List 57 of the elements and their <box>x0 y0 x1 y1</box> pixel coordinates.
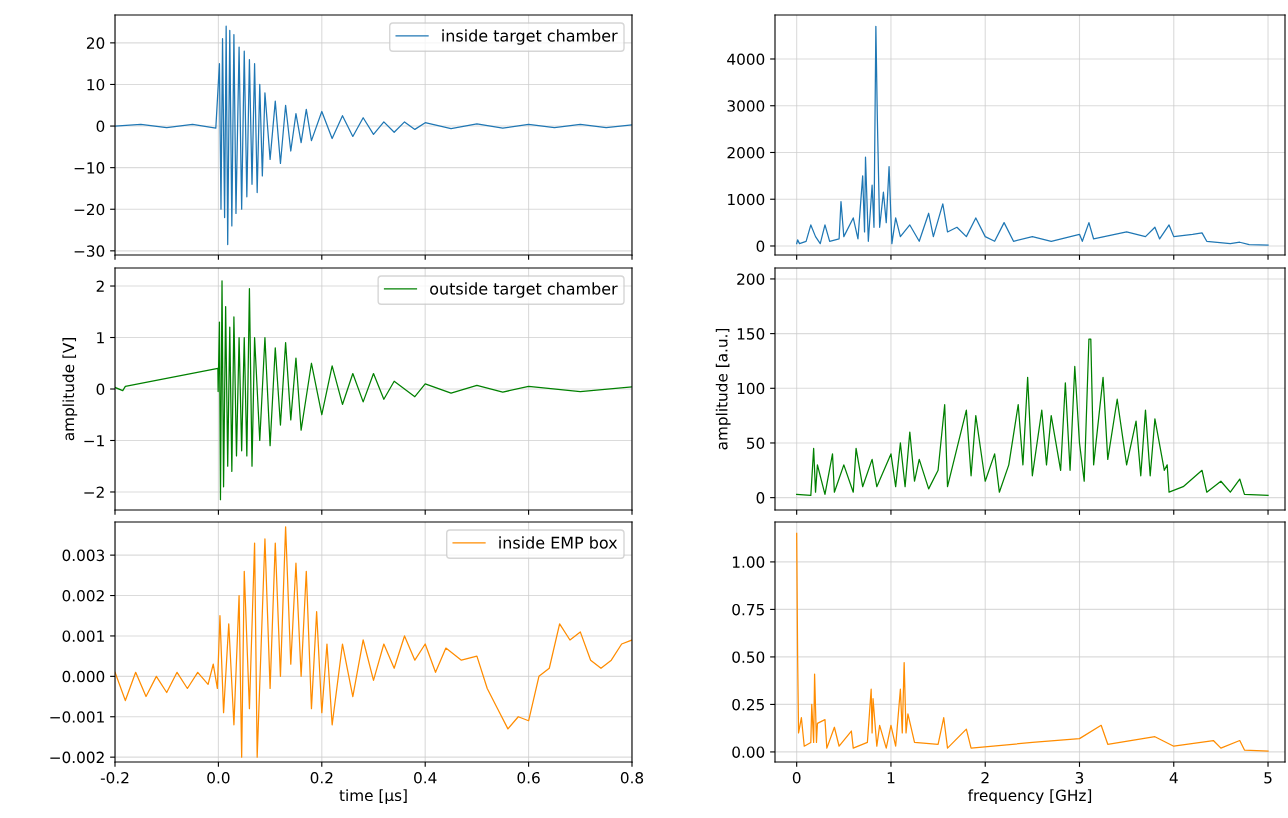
y-tick-label: 4000 <box>727 53 765 66</box>
y-tick-label: 0.000 <box>62 670 105 683</box>
y-tick-label: 0 <box>756 240 765 252</box>
x-tick-label: 0.0 <box>207 771 230 784</box>
legend-label: inside EMP box <box>499 536 618 549</box>
y-tick-label: 0.50 <box>732 651 765 663</box>
y-tick-label: −10 <box>74 162 105 174</box>
y-tick-label: 50 <box>747 437 765 449</box>
line-series <box>796 532 1269 752</box>
x-tick-label: -0.2 <box>100 771 129 784</box>
y-tick-label: 3000 <box>727 100 765 112</box>
x-tick-label: 0.2 <box>310 771 333 784</box>
line-series <box>115 280 632 501</box>
x-tick-label: 0.6 <box>517 771 540 784</box>
x-tick-label: 3 <box>1075 771 1084 784</box>
y-tick-label: −2 <box>84 486 104 498</box>
y-tick-label: 150 <box>737 328 765 340</box>
y-tick-label: −0.001 <box>50 711 104 723</box>
line-series <box>796 25 1269 246</box>
y-tick-label: 0 <box>96 120 105 133</box>
y-tick-label: 100 <box>737 382 765 395</box>
line-series <box>115 25 632 246</box>
x-axis-title: time [µs] <box>339 789 407 805</box>
legend-label: outside target chamber <box>430 282 618 298</box>
x-tick-label: 2 <box>981 771 989 784</box>
legend-label: inside target chamber <box>442 29 618 45</box>
y-tick-label: 1 <box>97 332 104 344</box>
y-tick-label: 2 <box>96 280 104 292</box>
y-tick-label: 1000 <box>728 193 765 206</box>
y-tick-label: −20 <box>74 203 105 216</box>
y-tick-label: 0.25 <box>732 698 764 711</box>
y-tick-label: 1.00 <box>732 556 765 568</box>
y-axis-title: amplitude [V] <box>62 338 78 441</box>
y-tick-label: 2000 <box>727 146 765 159</box>
y-tick-label: 200 <box>737 273 765 285</box>
y-tick-label: 0.00 <box>732 746 765 758</box>
y-tick-label: −1 <box>84 435 104 447</box>
y-axis-title: amplitude [a.u.] <box>715 328 731 450</box>
x-tick-label: 0.4 <box>414 771 437 784</box>
y-tick-label: 20 <box>86 37 105 49</box>
y-tick-label: 0 <box>96 383 105 396</box>
x-tick-label: 4 <box>1169 772 1178 784</box>
y-tick-label: 0.002 <box>62 590 104 602</box>
y-tick-label: 0 <box>756 492 765 504</box>
x-tick-label: 5 <box>1264 772 1272 784</box>
x-tick-label: 1 <box>887 772 895 784</box>
y-tick-label: 0.001 <box>62 630 104 642</box>
x-axis-title: frequency [GHz] <box>967 789 1092 805</box>
y-tick-label: 10 <box>87 78 105 91</box>
line-series <box>115 526 632 758</box>
y-tick-label: −30 <box>74 245 105 257</box>
x-tick-label: 0.8 <box>620 771 644 784</box>
y-tick-label: −0.002 <box>50 751 104 764</box>
line-series <box>796 338 1269 497</box>
y-tick-label: 0.75 <box>732 603 764 616</box>
x-tick-label: 0 <box>792 771 801 784</box>
y-tick-label: 0.003 <box>62 549 105 562</box>
